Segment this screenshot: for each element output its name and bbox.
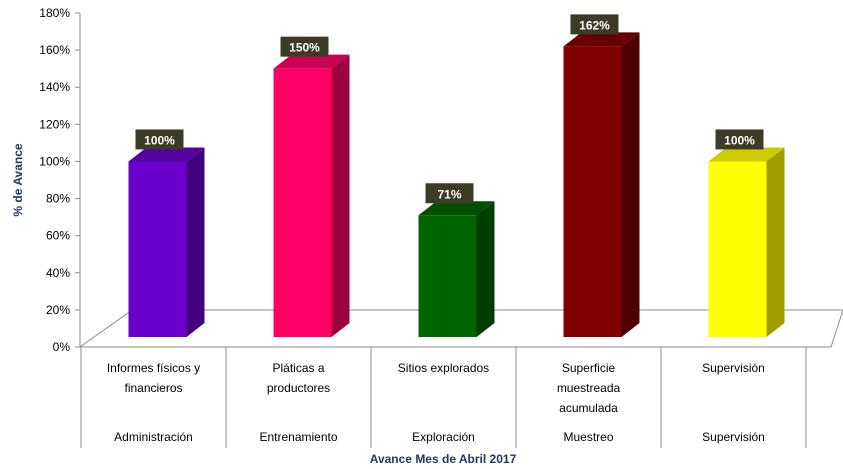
x-tick-label: Informes físicos y xyxy=(107,361,200,375)
x-group-label: Administración xyxy=(114,430,193,444)
x-group-label: Entrenamiento xyxy=(259,430,337,444)
data-labels: 100% 150% 71% 162% 100% xyxy=(135,14,764,204)
x-axis: Informes físicos y financieros Administrac… xyxy=(80,346,807,448)
x-group-label: Exploración xyxy=(412,430,475,444)
data-label-box xyxy=(715,129,764,150)
bar xyxy=(273,54,350,338)
data-label-text: 71% xyxy=(437,187,461,201)
bar-front-face xyxy=(128,161,187,337)
data-label-text: 100% xyxy=(724,133,755,147)
y-tick-label: 160% xyxy=(39,43,70,57)
y-axis: 0% 20% 40% 60% 80% 100% 120% 140% 160% 180% xyxy=(39,6,81,354)
bar-side-face xyxy=(766,147,785,337)
y-tick-label: 180% xyxy=(39,6,70,20)
x-tick-label: Superficie xyxy=(562,361,616,375)
bar-side-face xyxy=(476,201,495,337)
data-label-text: 150% xyxy=(289,41,320,55)
data-label-box xyxy=(280,36,329,57)
x-group-label: Supervisión xyxy=(702,430,765,444)
bars xyxy=(128,32,785,338)
y-tick-label: 60% xyxy=(46,229,70,243)
bar-top-face xyxy=(563,32,640,47)
x-tick-label: acumulada xyxy=(559,401,618,415)
bar-side-face xyxy=(621,32,640,338)
y-tick-label: 120% xyxy=(39,117,70,131)
x-tick-label: Supervisión xyxy=(702,361,765,375)
x-tick-label: muestreada xyxy=(557,381,621,395)
x-group-label: Muestreo xyxy=(563,430,613,444)
y-tick-label: 40% xyxy=(46,266,70,280)
bar xyxy=(418,201,495,337)
bar-front-face xyxy=(273,68,332,338)
y-axis-title: % de Avance xyxy=(11,143,25,216)
x-tick-label: productores xyxy=(267,381,330,395)
bar-front-face xyxy=(563,46,622,338)
bar-top-face xyxy=(418,201,495,216)
bar-front-face xyxy=(708,161,767,337)
data-label: 71% xyxy=(425,183,474,204)
y-tick-label: 140% xyxy=(39,80,70,94)
x-tick-label: Pláticas a xyxy=(272,361,324,375)
y-tick-label: 100% xyxy=(39,154,70,168)
data-label-text: 162% xyxy=(579,18,610,32)
data-label: 100% xyxy=(135,129,184,150)
bar-top-face xyxy=(128,147,205,162)
data-label: 162% xyxy=(570,14,619,35)
y-tick-label: 80% xyxy=(46,192,70,206)
data-label-box xyxy=(135,129,184,150)
y-tick-label: 20% xyxy=(46,303,70,317)
bar xyxy=(128,147,205,337)
bar-side-face xyxy=(186,147,205,337)
bar-front-face xyxy=(418,215,477,337)
data-label: 150% xyxy=(280,36,329,57)
y-tick-label: 0% xyxy=(53,340,71,354)
x-tick-label: Sitios explorados xyxy=(398,361,489,375)
data-label-text: 100% xyxy=(144,133,175,147)
bar xyxy=(708,147,785,337)
data-label-box xyxy=(570,14,619,35)
x-tick-label: financieros xyxy=(124,381,182,395)
data-label: 100% xyxy=(715,129,764,150)
x-axis-title: Avance Mes de Abril 2017 xyxy=(370,452,517,466)
bar-top-face xyxy=(708,147,785,162)
data-label-box xyxy=(425,183,474,204)
bar xyxy=(563,32,640,338)
bar-top-face xyxy=(273,54,350,69)
bar-side-face xyxy=(331,54,350,338)
